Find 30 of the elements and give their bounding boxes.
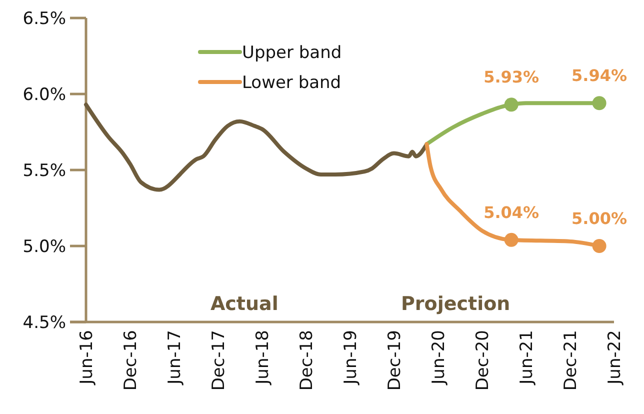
- legend-label: Lower band: [242, 72, 342, 93]
- x-tick-label: Dec-17: [209, 330, 230, 391]
- annotation: Projection: [401, 293, 510, 315]
- x-tick-label: Jun-20: [429, 330, 450, 386]
- x-tick-label: Jun-21: [516, 330, 537, 386]
- data-label: 5.04%: [484, 202, 540, 222]
- point: [592, 96, 606, 110]
- y-tick-label: 5.5%: [22, 160, 66, 181]
- y-tick-label: 6.0%: [22, 84, 66, 105]
- x-tick-label: Jun-17: [164, 330, 185, 386]
- legend-label: Upper band: [242, 42, 342, 63]
- annotation: Actual: [210, 293, 278, 315]
- x-tick-label: Dec-20: [473, 330, 494, 391]
- data-label: 5.00%: [572, 209, 628, 228]
- x-tick-label: Dec-16: [121, 330, 142, 391]
- y-tick-label: 6.5%: [22, 8, 66, 29]
- point: [504, 98, 518, 112]
- data-label: 5.94%: [572, 66, 628, 86]
- x-tick-label: Dec-18: [296, 330, 317, 391]
- point: [592, 239, 606, 253]
- point: [504, 232, 518, 247]
- x-tick-label: Dec-19: [384, 330, 405, 391]
- x-tick-label: Dec-21: [561, 330, 582, 391]
- x-tick-label: Jun-22: [604, 330, 625, 386]
- x-tick-label: Jun-19: [340, 330, 361, 386]
- x-tick-label: Jun-18: [252, 330, 273, 386]
- y-tick-label: 4.5%: [22, 312, 66, 333]
- data-label: 5.93%: [484, 68, 540, 87]
- x-tick-label: Jun-16: [76, 330, 97, 386]
- y-tick-label: 5.0%: [22, 236, 66, 257]
